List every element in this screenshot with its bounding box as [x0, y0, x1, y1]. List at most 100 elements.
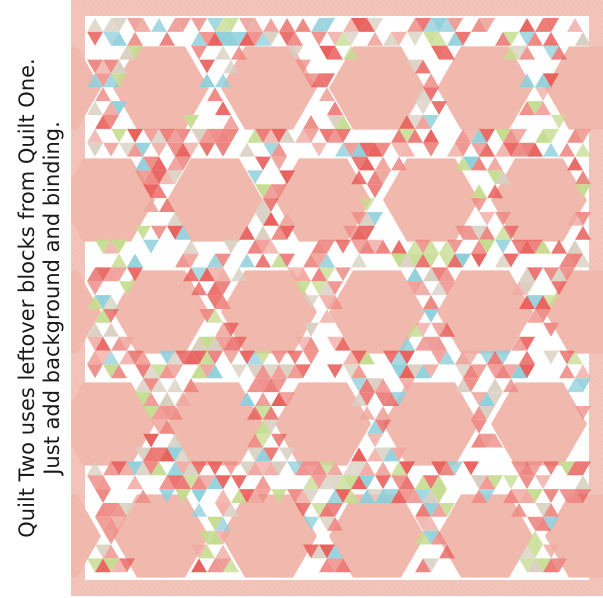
- triangle-patch: [495, 253, 511, 268]
- triangle-patch: [87, 128, 103, 143]
- triangle-patch: [327, 461, 343, 476]
- triangle-patch: [575, 184, 591, 199]
- triangle-patch: [423, 475, 439, 490]
- triangle-patch: [295, 461, 311, 476]
- triangle-patch: [351, 18, 367, 32]
- triangle-patch: [479, 392, 495, 406]
- triangle-patch: [159, 198, 175, 212]
- triangle-patch: [247, 433, 263, 448]
- triangle-patch: [551, 239, 567, 254]
- triangle-patch: [87, 461, 103, 476]
- triangle-patch: [111, 31, 127, 46]
- triangle-patch: [535, 558, 551, 573]
- triangle-patch: [295, 336, 311, 351]
- triangle-patch: [223, 239, 239, 254]
- triangle-patch: [247, 461, 263, 476]
- triangle-patch: [263, 184, 279, 199]
- triangle-patch: [191, 475, 207, 490]
- triangle-patch: [279, 170, 295, 185]
- triangle-patch: [127, 31, 143, 46]
- triangle-patch: [343, 364, 359, 379]
- triangle-patch: [431, 45, 447, 60]
- triangle-patch: [575, 31, 591, 46]
- triangle-patch: [271, 489, 287, 503]
- hexagon-block: [71, 158, 155, 242]
- triangle-patch: [471, 142, 487, 157]
- triangle-patch: [207, 309, 223, 323]
- triangle-patch: [207, 516, 223, 531]
- triangle-patch: [279, 447, 295, 462]
- triangle-patch: [239, 18, 255, 32]
- triangle-patch: [279, 392, 295, 406]
- caption-area: Quilt Two uses leftover blocks from Quil…: [0, 0, 80, 596]
- triangle-patch: [319, 18, 335, 32]
- triangle-patch: [463, 461, 479, 476]
- triangle-patch: [247, 239, 263, 254]
- triangle-patch: [391, 128, 407, 143]
- triangle-patch: [351, 225, 367, 240]
- triangle-patch: [519, 558, 535, 573]
- triangle-patch: [519, 45, 535, 60]
- triangle-patch: [391, 475, 407, 490]
- hexagon-block: [113, 46, 209, 130]
- triangle-patch: [103, 101, 119, 115]
- triangle-patch: [511, 489, 527, 503]
- triangle-patch: [575, 128, 591, 143]
- triangle-patch: [399, 364, 415, 379]
- triangle-patch: [423, 364, 439, 379]
- triangle-patch: [247, 364, 263, 379]
- triangle-patch: [543, 544, 559, 559]
- triangle-patch: [431, 336, 447, 351]
- triangle-patch: [151, 447, 167, 462]
- triangle-patch: [119, 336, 135, 351]
- triangle-patch: [271, 184, 287, 199]
- triangle-patch: [223, 31, 239, 46]
- triangle-patch: [367, 419, 383, 434]
- triangle-patch: [327, 364, 343, 379]
- triangle-patch: [135, 18, 151, 32]
- triangle-patch: [399, 475, 415, 490]
- triangle-patch: [215, 45, 231, 60]
- triangle-patch: [559, 350, 575, 365]
- triangle-patch: [327, 101, 343, 115]
- triangle-patch: [519, 489, 535, 503]
- triangle-patch: [303, 350, 319, 365]
- triangle-patch: [351, 392, 367, 406]
- triangle-patch: [111, 558, 127, 573]
- triangle-patch: [503, 253, 519, 268]
- triangle-patch: [103, 309, 119, 323]
- triangle-patch: [167, 18, 183, 32]
- triangle-patch: [199, 309, 215, 323]
- triangle-patch: [303, 295, 319, 309]
- triangle-patch: [159, 447, 175, 462]
- triangle-patch: [535, 295, 551, 309]
- triangle-patch: [127, 18, 143, 32]
- triangle-patch: [543, 18, 559, 32]
- triangle-patch: [575, 406, 591, 420]
- triangle-patch: [247, 128, 263, 143]
- triangle-patch: [407, 59, 423, 74]
- triangle-patch: [151, 142, 167, 157]
- triangle-patch: [103, 142, 119, 157]
- triangle-patch: [119, 142, 135, 157]
- triangle-patch: [399, 461, 415, 476]
- triangle-patch: [199, 31, 215, 46]
- triangle-patch: [455, 378, 471, 393]
- triangle-patch: [103, 558, 119, 573]
- triangle-patch: [447, 31, 463, 46]
- triangle-patch: [199, 336, 215, 351]
- triangle-patch: [103, 461, 119, 476]
- triangle-patch: [223, 322, 239, 337]
- triangle-patch: [319, 281, 335, 296]
- triangle-patch: [119, 503, 135, 517]
- triangle-patch: [455, 128, 471, 143]
- hexagon-block: [167, 382, 263, 466]
- triangle-patch: [423, 530, 439, 545]
- triangle-patch: [415, 115, 431, 129]
- triangle-patch: [95, 295, 111, 309]
- triangle-patch: [303, 489, 319, 503]
- triangle-patch: [407, 128, 423, 143]
- triangle-patch: [263, 364, 279, 379]
- triangle-patch: [439, 503, 455, 517]
- triangle-patch: [167, 170, 183, 185]
